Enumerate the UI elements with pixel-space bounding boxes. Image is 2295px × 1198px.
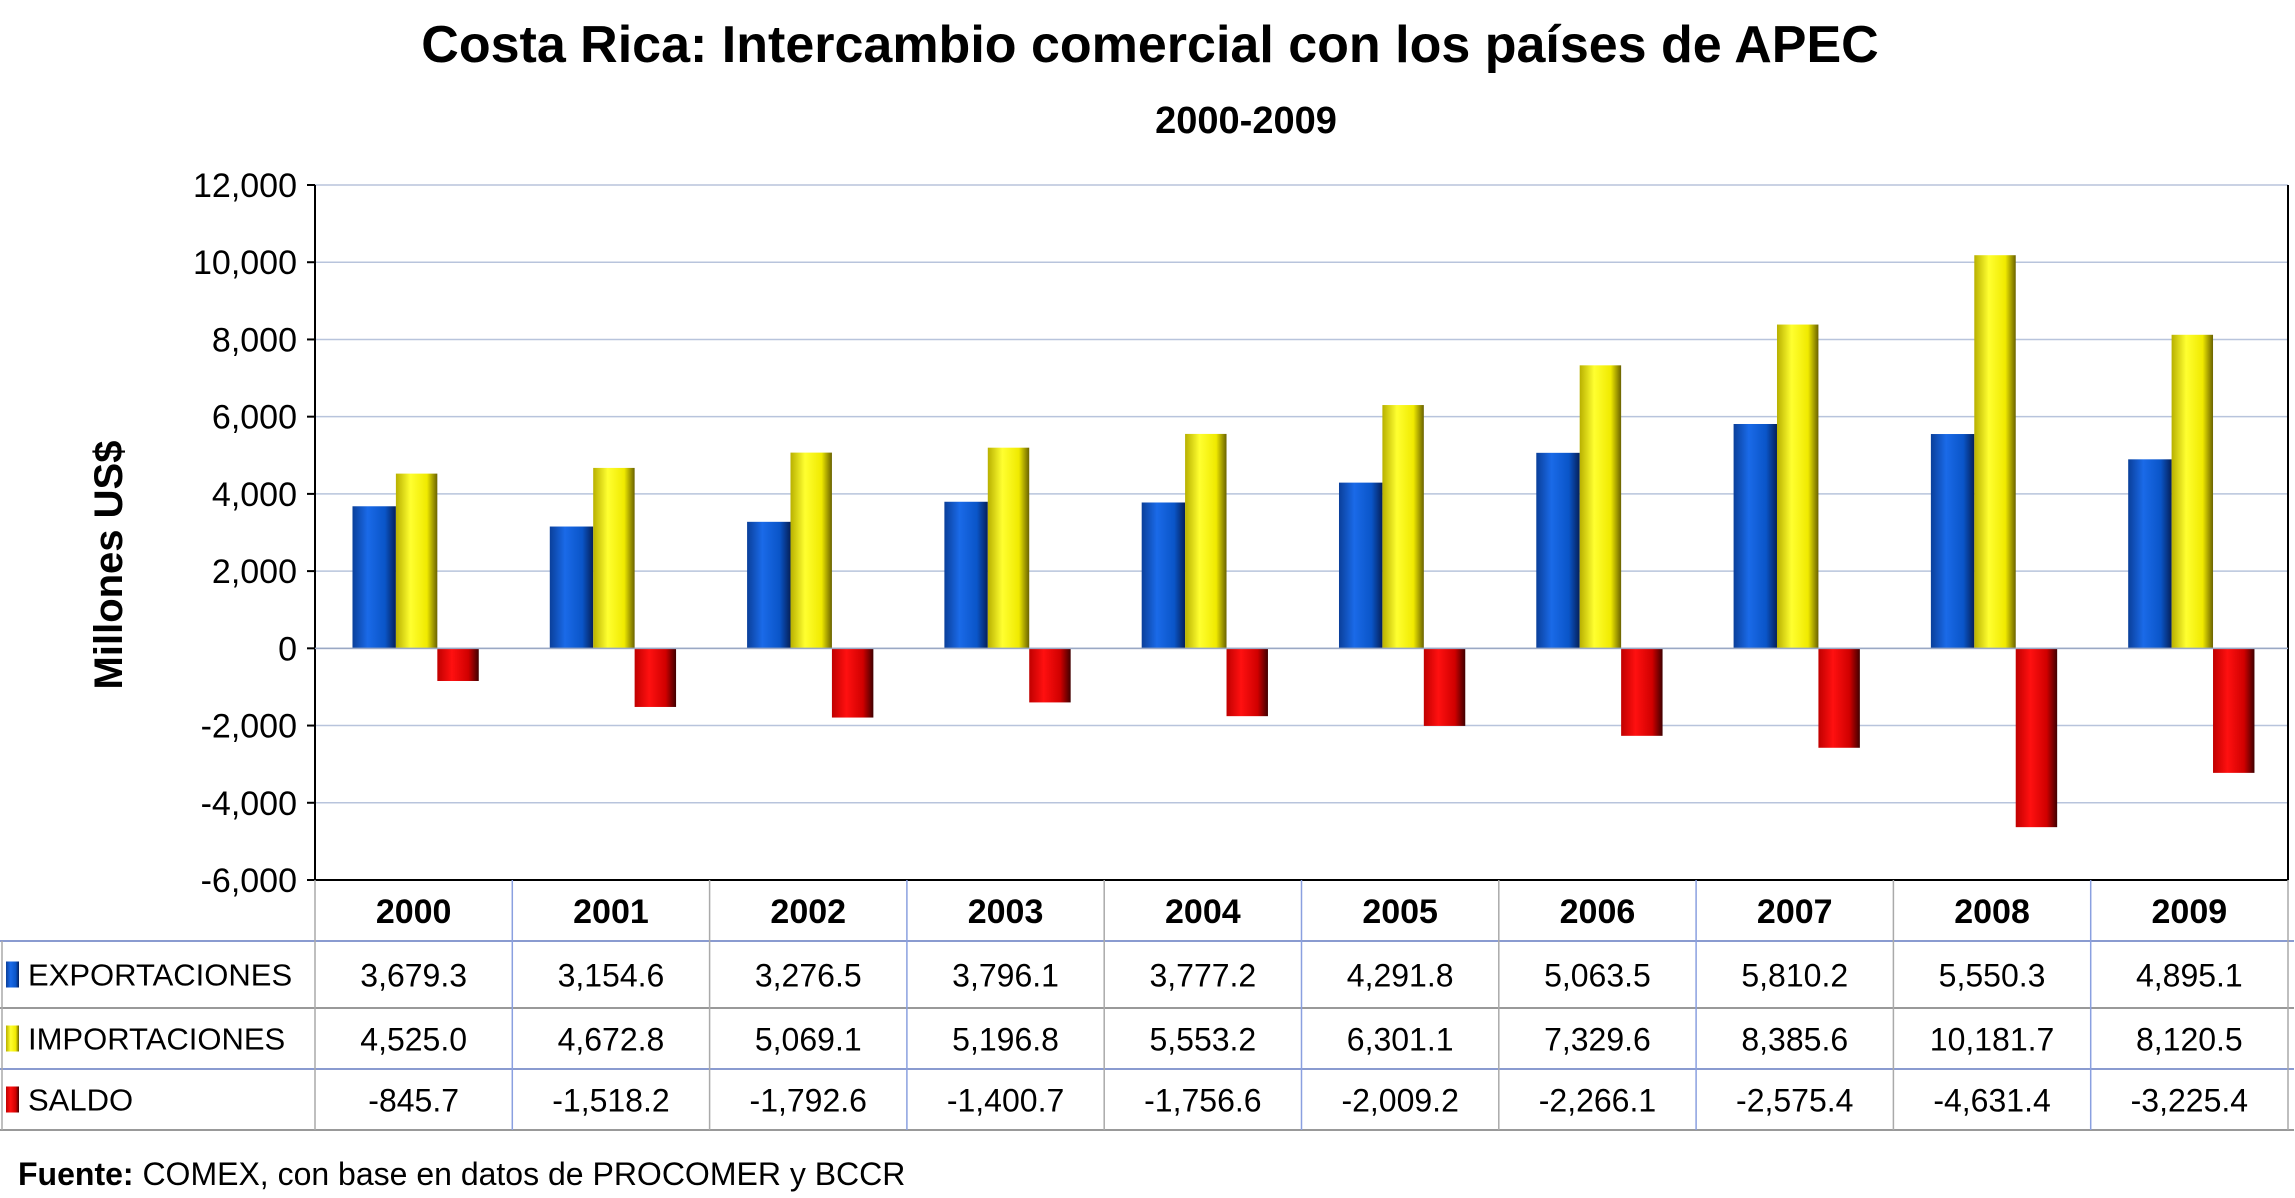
data-table: 2000 2001 2002 2003 2004 2005 2006 2007 2008 2009… [0, 880, 2294, 1131]
bar-saldo [634, 648, 677, 707]
y-tick-label: 10,000 [193, 244, 297, 282]
data-label: -1,756.6 [1144, 1083, 1261, 1119]
bar-saldo [1818, 648, 1860, 748]
data-label: 3,796.1 [952, 958, 1059, 994]
source-note: Fuente: COMEX, con base en datos de PROC… [18, 1156, 905, 1192]
y-tick-label: 4,000 [212, 476, 297, 514]
data-label: 5,063.5 [1544, 958, 1651, 994]
data-label: -1,518.2 [552, 1083, 669, 1119]
x-tick-label: 2007 [1757, 893, 1833, 931]
bar-saldo [1226, 648, 1268, 717]
data-label: 5,550.3 [1939, 958, 2046, 994]
y-tick-label: 2,000 [212, 553, 297, 591]
y-tick-label: -2,000 [201, 708, 297, 746]
bar-exportaciones [1536, 452, 1580, 649]
bar-saldo [1029, 648, 1071, 703]
bar-importaciones [1579, 365, 1622, 649]
data-label: 7,329.6 [1544, 1022, 1651, 1058]
y-tick-label: 6,000 [212, 399, 297, 437]
bar-exportaciones [352, 506, 396, 649]
bar-importaciones [395, 473, 438, 649]
y-axis-label: Millones US$ [87, 441, 131, 690]
x-tick-label: 2003 [968, 893, 1044, 931]
bar-importaciones [593, 467, 635, 649]
data-label: 4,291.8 [1347, 958, 1454, 994]
bars [352, 255, 2255, 828]
data-label: 4,525.0 [360, 1022, 467, 1058]
bar-importaciones [790, 452, 832, 649]
bar-exportaciones [1338, 482, 1383, 649]
y-tick-label: -6,000 [201, 862, 297, 900]
source-text: COMEX, con base en datos de PROCOMER y B… [134, 1156, 906, 1192]
x-tick-label: 2009 [2152, 893, 2228, 931]
data-label: 5,069.1 [755, 1022, 862, 1058]
bar-saldo [831, 648, 874, 718]
y-tick-label: 8,000 [212, 321, 297, 359]
x-tick-label: 2008 [1954, 893, 2030, 931]
x-tick-label: 2005 [1362, 893, 1438, 931]
data-label: 3,679.3 [360, 958, 467, 994]
x-tick-label: 2002 [770, 893, 846, 931]
chart-subtitle: 2000-2009 [1155, 100, 1337, 142]
data-label: 8,120.5 [2136, 1022, 2243, 1058]
data-label: 8,385.6 [1741, 1022, 1848, 1058]
data-label: -2,266.1 [1539, 1083, 1656, 1119]
y-tick-label: 0 [278, 630, 297, 668]
y-tick-label: 12,000 [193, 167, 297, 205]
legend-swatch-importaciones [6, 1025, 19, 1052]
bar-importaciones [2171, 334, 2214, 649]
x-tick-label: 2006 [1560, 893, 1636, 931]
source-label: Fuente: [18, 1156, 134, 1192]
bar-exportaciones [747, 521, 791, 649]
data-label: 3,276.5 [755, 958, 862, 994]
data-label: -2,575.4 [1736, 1083, 1853, 1119]
bar-exportaciones [549, 526, 594, 649]
bar-exportaciones [2128, 459, 2172, 649]
bar-exportaciones [1733, 423, 1777, 649]
bar-importaciones [1382, 405, 1424, 649]
data-label: 3,777.2 [1149, 958, 1256, 994]
x-tick-label: 2001 [573, 893, 649, 931]
bar-importaciones [1974, 255, 2016, 649]
data-label: 10,181.7 [1930, 1022, 2055, 1058]
bar-saldo [1423, 648, 1466, 726]
data-label: 5,810.2 [1741, 958, 1848, 994]
data-label: 5,553.2 [1149, 1022, 1256, 1058]
bar-importaciones [987, 447, 1030, 649]
bar-exportaciones [1141, 502, 1186, 649]
bar-exportaciones [944, 501, 988, 649]
bar-saldo [437, 648, 479, 681]
data-label: -845.7 [368, 1083, 459, 1119]
data-label: -1,400.7 [947, 1083, 1064, 1119]
data-label: -1,792.6 [750, 1083, 867, 1119]
bar-saldo [2015, 648, 2058, 828]
legend-label: EXPORTACIONES [28, 958, 292, 993]
x-tick-label: 2000 [376, 893, 452, 931]
bar-importaciones [1185, 433, 1227, 649]
data-label: 4,672.8 [558, 1022, 665, 1058]
data-label: -4,631.4 [1933, 1083, 2050, 1119]
chart-title: Costa Rica: Intercambio comercial con lo… [421, 16, 1878, 74]
data-label: 4,895.1 [2136, 958, 2243, 994]
data-label: 6,301.1 [1347, 1022, 1454, 1058]
legend-swatch-exportaciones [6, 961, 19, 988]
legend-swatch-saldo [6, 1086, 19, 1113]
y-tick-label: -4,000 [201, 785, 297, 823]
data-label: -2,009.2 [1341, 1083, 1458, 1119]
data-label: 3,154.6 [558, 958, 665, 994]
bar-importaciones [1776, 324, 1819, 649]
bar-saldo [1621, 648, 1663, 736]
bar-saldo [2213, 648, 2255, 773]
data-label: -3,225.4 [2131, 1083, 2248, 1119]
bar-exportaciones [1930, 434, 1975, 649]
x-tick-label: 2004 [1165, 893, 1241, 931]
legend-label: IMPORTACIONES [28, 1022, 285, 1057]
axes: 12,000 10,000 8,000 6,000 4,000 2,000 0 -2,000 -… [193, 167, 2289, 900]
legend-label: SALDO [28, 1083, 133, 1118]
data-label: 5,196.8 [952, 1022, 1059, 1058]
